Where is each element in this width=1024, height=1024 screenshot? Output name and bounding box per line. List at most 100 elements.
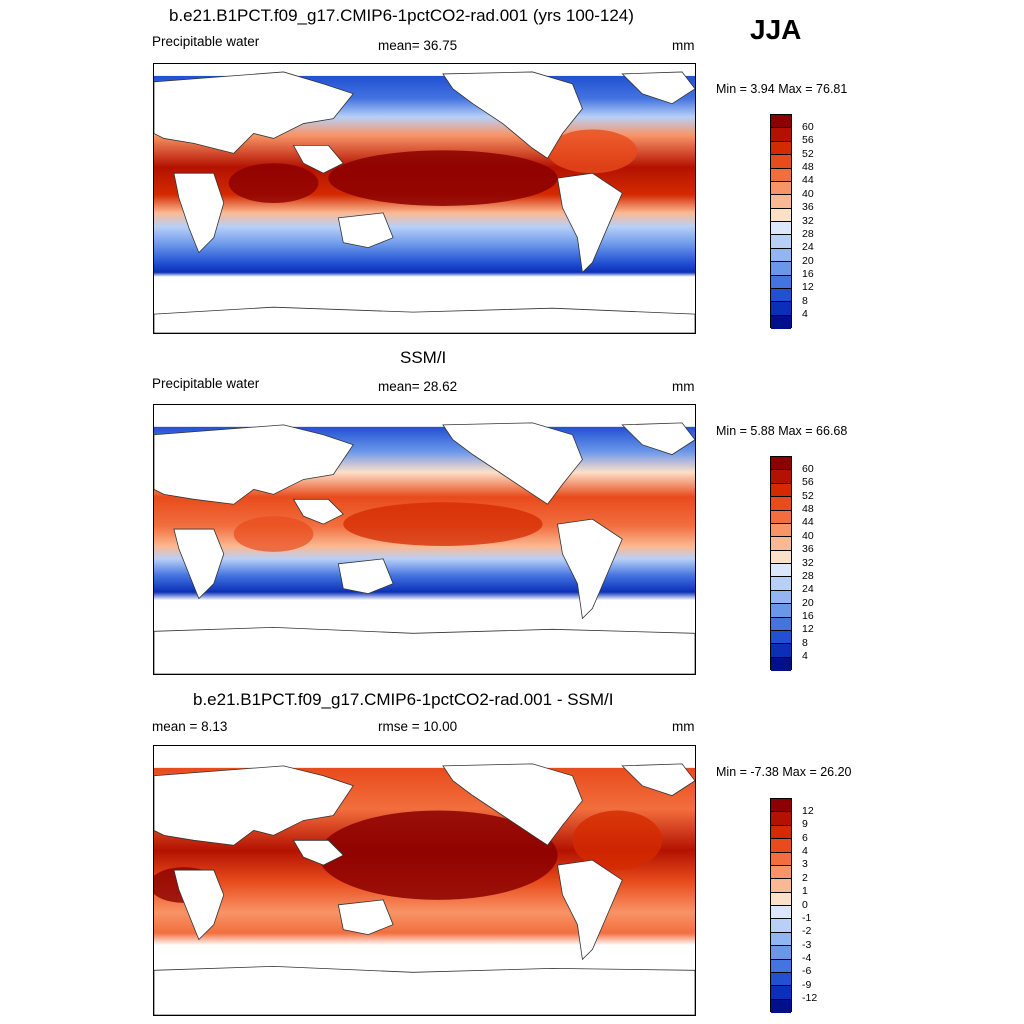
panel2-colorbar-segment bbox=[771, 537, 791, 551]
panel1-colorbar-label: 16 bbox=[802, 268, 814, 280]
panel3-colorbar-segment bbox=[771, 946, 791, 960]
panel2-colorbar-label: 56 bbox=[802, 476, 814, 489]
panel3-colorbar-label: -3 bbox=[802, 938, 812, 951]
panel1-colorbar-segment bbox=[771, 181, 791, 196]
panel1-colorbar-label: 52 bbox=[802, 147, 814, 160]
panel3-colorbar-label: -1 bbox=[802, 911, 812, 924]
panel2-colorbar-label: 52 bbox=[802, 489, 814, 502]
panel1-mean-label: mean= 36.75 bbox=[378, 38, 458, 53]
panel1-colorbar-segment bbox=[771, 302, 791, 316]
panel2-minmax: Min = 5.88 Max = 66.68 bbox=[716, 424, 848, 438]
panel2-colorbar-label: 20 bbox=[802, 596, 814, 609]
panel1-title: b.e21.B1PCT.f09_g17.CMIP6-1pctCO2-rad.00… bbox=[169, 6, 634, 25]
panel3-map-svg bbox=[154, 763, 695, 1015]
panel2-colorbar-label: 40 bbox=[802, 529, 814, 542]
panel2-colorbar-label: 44 bbox=[802, 516, 814, 529]
panel2-colorbar bbox=[770, 456, 792, 671]
panel3-colorbar-label: 4 bbox=[802, 845, 808, 857]
panel1-colorbar bbox=[770, 114, 792, 329]
panel2-colorbar-label: 12 bbox=[802, 623, 814, 636]
panel1-units-label: mm bbox=[672, 38, 695, 53]
panel3-colorbar-segment bbox=[771, 839, 791, 853]
panel2-colorbar-segment bbox=[771, 550, 791, 564]
panel1-colorbar-label: 24 bbox=[802, 241, 814, 254]
panel2-colorbar-label: 16 bbox=[802, 610, 814, 622]
panel1-colorbar-label: 44 bbox=[802, 174, 814, 187]
panel1-colorbar-segment bbox=[771, 168, 791, 182]
panel2-title: SSM/I bbox=[400, 348, 447, 367]
panel2-map bbox=[153, 404, 696, 675]
panel1-colorbar-segment bbox=[771, 115, 791, 129]
panel3-colorbar-segment bbox=[771, 879, 791, 893]
panel3-units-label: mm bbox=[672, 719, 695, 734]
panel1-colorbar-label: 40 bbox=[802, 187, 814, 200]
panel1-colorbar-segment bbox=[771, 315, 791, 329]
panel1-colorbar-label: 60 bbox=[802, 120, 814, 133]
panel1-colorbar-label: 36 bbox=[802, 201, 814, 214]
panel1-colorbar-segment bbox=[771, 275, 791, 289]
panel2-colorbar-segment bbox=[771, 657, 791, 671]
panel1-colorbar-segment bbox=[771, 208, 791, 222]
panel2-colorbar-segment bbox=[771, 523, 791, 538]
panel1-colorbar-label: 56 bbox=[802, 134, 814, 147]
panel3-title: b.e21.B1PCT.f09_g17.CMIP6-1pctCO2-rad.00… bbox=[193, 690, 614, 709]
panel2-colorbar-label: 60 bbox=[802, 462, 814, 475]
panel1-colorbar-segment bbox=[771, 248, 791, 263]
panel3-colorbar-segment bbox=[771, 852, 791, 866]
season-label: JJA bbox=[750, 14, 802, 45]
panel2-colorbar-label: 36 bbox=[802, 543, 814, 556]
panel3-colorbar-segment bbox=[771, 959, 791, 973]
panel3-colorbar-segment bbox=[771, 972, 791, 987]
panel2-colorbar-label: 4 bbox=[802, 650, 808, 663]
panel3-colorbar-label: -2 bbox=[802, 925, 812, 938]
panel2-variable-label: Precipitable water bbox=[152, 376, 260, 391]
panel1-colorbar-segment bbox=[771, 128, 791, 142]
panel3-colorbar-segment bbox=[771, 865, 791, 880]
panel2-colorbar-segment bbox=[771, 577, 791, 591]
panel3-colorbar-segment bbox=[771, 812, 791, 826]
panel3-colorbar-label: -6 bbox=[802, 965, 812, 978]
panel3-colorbar-segment bbox=[771, 892, 791, 906]
panel1-colorbar-label: 12 bbox=[802, 281, 814, 294]
panel3-colorbar-segment bbox=[771, 986, 791, 1000]
panel2-colorbar-label: 32 bbox=[802, 556, 814, 569]
panel1-colorbar-label: 32 bbox=[802, 214, 814, 227]
panel3-colorbar-segment bbox=[771, 919, 791, 933]
panel3-colorbar-label: 3 bbox=[802, 858, 808, 871]
panel1-colorbar-label: 28 bbox=[802, 227, 814, 240]
panel2-colorbar-segment bbox=[771, 590, 791, 605]
panel3-colorbar-label: 1 bbox=[802, 885, 808, 898]
panel3-colorbar-segment bbox=[771, 825, 791, 840]
panel3-colorbar-segment bbox=[771, 906, 791, 920]
panel3-colorbar-segment bbox=[771, 799, 791, 813]
panel1-colorbar-label: 8 bbox=[802, 294, 808, 307]
panel2-colorbar-segment bbox=[771, 644, 791, 658]
panel2-colorbar-segment bbox=[771, 497, 791, 511]
panel3-colorbar-label: -4 bbox=[802, 952, 812, 964]
panel3-mean-label: mean = 8.13 bbox=[152, 719, 228, 734]
panel1-minmax: Min = 3.94 Max = 76.81 bbox=[716, 82, 848, 96]
panel1-map-svg bbox=[154, 71, 695, 333]
panel2-colorbar-label: 28 bbox=[802, 569, 814, 582]
panel2-map-svg bbox=[154, 422, 695, 674]
panel3-colorbar-label: 9 bbox=[802, 818, 808, 831]
panel1-map bbox=[153, 63, 696, 334]
panel1-colorbar-segment bbox=[771, 222, 791, 236]
panel2-colorbar-segment bbox=[771, 510, 791, 524]
panel1-colorbar-segment bbox=[771, 141, 791, 156]
panel3-colorbar-segment bbox=[771, 999, 791, 1013]
panel1-colorbar-segment bbox=[771, 288, 791, 303]
panel3-colorbar-label: -9 bbox=[802, 978, 812, 991]
panel1-variable-label: Precipitable water bbox=[152, 34, 260, 49]
panel2-colorbar-label: 24 bbox=[802, 583, 814, 596]
panel1-colorbar-segment bbox=[771, 262, 791, 276]
panel3-minmax: Min = -7.38 Max = 26.20 bbox=[716, 765, 852, 779]
panel3-colorbar-label: 2 bbox=[802, 871, 808, 884]
panel3-colorbar bbox=[770, 798, 792, 1013]
panel2-colorbar-segment bbox=[771, 630, 791, 645]
panel2-colorbar-segment bbox=[771, 470, 791, 484]
panel1-colorbar-label: 48 bbox=[802, 161, 814, 173]
panel3-colorbar-label: -12 bbox=[802, 992, 818, 1005]
panel1-colorbar-label: 20 bbox=[802, 254, 814, 267]
panel3-colorbar-segment bbox=[771, 932, 791, 947]
